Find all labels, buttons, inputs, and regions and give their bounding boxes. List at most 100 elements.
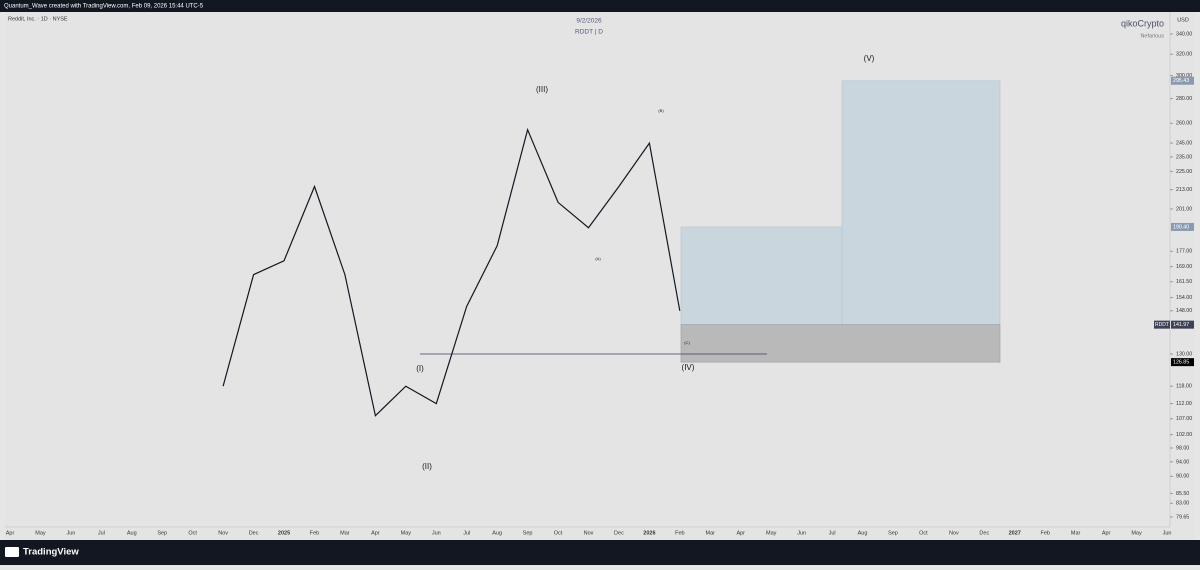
- x-tick-label: Feb: [310, 530, 319, 536]
- price-label-bg: [1171, 222, 1194, 231]
- y-tick-label: 280.00: [1176, 96, 1192, 102]
- y-tick-label: 79.65: [1176, 514, 1189, 520]
- chart-pane: [5, 12, 1195, 540]
- x-tick-label: Aug: [127, 530, 137, 536]
- x-tick-label: 2027: [1009, 530, 1021, 536]
- wave-label: (B): [658, 108, 664, 113]
- x-tick-label: Mar: [1071, 530, 1081, 536]
- x-tick-label: Mar: [706, 530, 716, 536]
- x-tick-label: Aug: [492, 530, 502, 536]
- x-tick-label: Aug: [858, 530, 868, 536]
- x-tick-label: Feb: [1040, 530, 1049, 536]
- x-tick-label: Dec: [249, 530, 259, 536]
- y-tick-label: 177.00: [1176, 249, 1192, 255]
- y-tick-label: 118.00: [1176, 384, 1192, 390]
- attribution: Quantum_Wave created with TradingView.co…: [4, 4, 204, 10]
- wave-label: (IV): [682, 363, 695, 372]
- x-tick-label: Dec: [614, 530, 624, 536]
- x-tick-label: Jun: [432, 530, 441, 536]
- x-tick-label: 2025: [278, 530, 290, 536]
- x-tick-label: Nov: [949, 530, 959, 536]
- y-tick-label: 213.00: [1176, 187, 1192, 193]
- current-price-label-bg: [1171, 320, 1194, 329]
- wave-label: (III): [536, 85, 548, 94]
- x-tick-label: Jul: [829, 530, 836, 536]
- x-tick-label: 2026: [643, 530, 655, 536]
- y-tick-label: 245.00: [1176, 140, 1192, 146]
- y-tick-label: 260.00: [1176, 121, 1192, 127]
- y-tick-label: 154.00: [1176, 295, 1192, 301]
- x-tick-label: May: [766, 530, 777, 536]
- symbol: Reddit, Inc. · 1D · NYSE: [8, 16, 68, 22]
- y-tick-label: 98.00: [1176, 445, 1189, 451]
- y-tick-label: 340.00: [1176, 31, 1192, 37]
- x-tick-label: Oct: [919, 530, 928, 536]
- x-tick-label: Nov: [584, 530, 594, 536]
- x-tick-label: Jun: [1163, 530, 1172, 536]
- wave-label: (II): [422, 462, 432, 471]
- x-tick-label: Oct: [554, 530, 563, 536]
- y-tick-label: 201.00: [1176, 206, 1192, 212]
- x-tick-label: Jul: [463, 530, 470, 536]
- x-tick-label: Jun: [797, 530, 806, 536]
- price-label: 295.43: [1173, 78, 1189, 84]
- currency: USD: [1177, 17, 1189, 23]
- chart-title: 9/2/2026: [576, 18, 602, 25]
- symbol-tag-bg: [1154, 320, 1170, 329]
- x-tick-label: Sep: [157, 530, 167, 536]
- wave-label: (C): [684, 340, 690, 345]
- y-tick-label: 90.00: [1176, 474, 1189, 480]
- x-tick-label: May: [401, 530, 412, 536]
- x-tick-label: Sep: [888, 530, 898, 536]
- x-tick-label: Apr: [6, 530, 15, 536]
- y-tick-label: 169.00: [1176, 264, 1192, 270]
- y-tick-label: 107.00: [1176, 416, 1192, 422]
- watermark: qikoCrypto: [1121, 18, 1164, 28]
- chart-subtitle: RDDT | D: [575, 29, 603, 36]
- stop-zone: [680, 324, 1001, 363]
- y-tick-label: 102.00: [1176, 432, 1192, 438]
- x-tick-label: Feb: [675, 530, 684, 536]
- x-tick-label: Dec: [979, 530, 989, 536]
- wave-label: (A): [595, 256, 601, 261]
- y-tick-label: 94.00: [1176, 459, 1189, 465]
- target-zone-2: [841, 80, 1001, 325]
- bottom-bar: [0, 540, 1200, 565]
- x-tick-label: Apr: [1102, 530, 1111, 536]
- y-tick-label: 83.00: [1176, 501, 1189, 507]
- price-label-bg: [1171, 358, 1194, 367]
- symbol-tag: RDDT: [1155, 322, 1169, 328]
- y-tick-label: 130.00: [1176, 351, 1192, 357]
- x-tick-label: May: [35, 530, 46, 536]
- y-tick-label: 161.50: [1176, 279, 1192, 285]
- x-tick-label: Jul: [98, 530, 105, 536]
- x-tick-label: Jun: [66, 530, 75, 536]
- top-bar: [0, 0, 1200, 12]
- y-tick-label: 85.50: [1176, 491, 1189, 497]
- price-label-bg: [1171, 76, 1194, 85]
- x-tick-label: Mar: [340, 530, 350, 536]
- current-price-label: 141.97: [1173, 322, 1189, 328]
- target-zone-1: [680, 226, 843, 325]
- x-tick-label: Nov: [218, 530, 228, 536]
- y-tick-label: 320.00: [1176, 52, 1192, 58]
- y-tick-label: 300.00: [1176, 73, 1192, 79]
- price-label: 126.85: [1173, 360, 1189, 366]
- x-tick-label: Apr: [371, 530, 380, 536]
- price-line: [222, 127, 681, 417]
- y-tick-label: 235.00: [1176, 154, 1192, 160]
- y-tick-label: 148.00: [1176, 308, 1192, 314]
- x-tick-label: Sep: [523, 530, 533, 536]
- y-tick-label: 112.00: [1176, 401, 1192, 407]
- y-tick-label: 225.00: [1176, 169, 1192, 175]
- x-tick-label: Apr: [736, 530, 745, 536]
- watermark-sub: Nefarious: [1140, 33, 1164, 39]
- x-tick-label: Oct: [188, 530, 197, 536]
- brand: TradingView: [23, 547, 79, 558]
- logo-icon: [5, 547, 19, 557]
- x-tick-label: May: [1131, 530, 1142, 536]
- price-label: 190.40: [1173, 224, 1189, 230]
- wave-label: (I): [416, 364, 424, 373]
- wave-label: (V): [864, 54, 875, 63]
